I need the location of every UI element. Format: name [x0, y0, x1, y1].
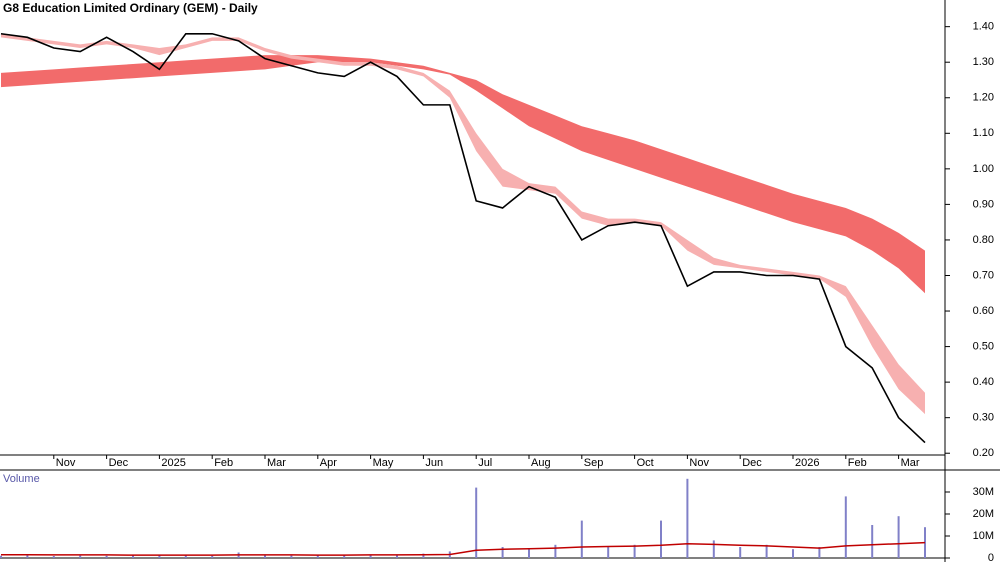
y-tick-label: 1.00 [973, 163, 994, 175]
x-tick-label: Dec [742, 457, 762, 469]
volume-bar [105, 555, 108, 558]
volume-bar [264, 555, 266, 558]
volume-bar [396, 554, 398, 558]
y-tick-label: 1.10 [973, 127, 994, 139]
x-tick-label: Dec [109, 457, 129, 469]
x-tick-label: Mar [901, 457, 920, 469]
y-tick-label: 0.80 [973, 234, 994, 246]
y-tick-label: 1.30 [973, 56, 994, 68]
volume-bar [897, 516, 900, 558]
volume-bar [528, 549, 530, 558]
volume-bar [580, 520, 583, 558]
y-tick-label: 0.70 [973, 269, 994, 281]
x-tick-label: Feb [848, 457, 867, 469]
volume-bar [871, 525, 874, 558]
volume-bar [211, 555, 214, 558]
y-tick-label: 0.90 [973, 198, 994, 210]
volume-title: Volume [3, 473, 40, 485]
y-tick-label: 0.60 [973, 305, 994, 317]
y-tick-label: 1.40 [973, 21, 994, 33]
volume-bar [554, 544, 557, 558]
volume-bar [184, 555, 187, 558]
volume-bar [765, 544, 768, 558]
volume-bar [739, 547, 742, 558]
y-tick-label: 20M [973, 508, 994, 520]
x-tick-label: 2025 [161, 457, 185, 469]
volume-bar [686, 478, 689, 558]
x-tick-label: Oct [637, 457, 654, 469]
y-tick-label: 10M [973, 530, 994, 542]
x-tick-label: Jul [478, 457, 492, 469]
x-tick-label: Mar [267, 457, 286, 469]
x-tick-label: Jun [425, 457, 443, 469]
y-tick-label: 0.30 [973, 412, 994, 424]
volume-bar [712, 540, 715, 558]
x-tick-label: Apr [320, 457, 337, 469]
x-tick-label: Feb [214, 457, 233, 469]
chart-title: G8 Education Limited Ordinary (GEM) - Da… [3, 1, 258, 15]
volume-bar [844, 496, 847, 558]
volume-bar [422, 553, 425, 558]
volume-bar [818, 547, 821, 558]
price-line [0, 32, 926, 444]
x-tick-label: Nov [689, 457, 709, 469]
volume-bar [316, 554, 319, 558]
volume-bar [290, 555, 293, 558]
volume-bar [0, 555, 2, 558]
volume-bar [633, 544, 636, 558]
y-tick-label: 0.20 [973, 447, 994, 459]
volume-bar [660, 520, 662, 558]
volume-bar [501, 547, 504, 558]
volume-bar [158, 554, 161, 558]
volume-bar [52, 556, 55, 558]
y-tick-label: 0 [988, 552, 994, 562]
volume-average [1, 541, 926, 556]
y-tick-label: 0.50 [973, 340, 994, 352]
volume-bar [475, 487, 478, 558]
x-tick-label: Aug [531, 457, 551, 469]
y-tick-label: 1.20 [973, 92, 994, 104]
x-tick-label: Nov [56, 457, 76, 469]
x-tick-label: 2026 [795, 457, 819, 469]
volume-bar [343, 555, 346, 558]
y-tick-label: 30M [973, 486, 994, 498]
volume-bar [792, 549, 794, 558]
volume-bar [132, 555, 134, 558]
x-tick-label: May [373, 457, 394, 469]
band [1, 55, 925, 294]
volume-bar [369, 554, 372, 558]
x-tick-label: Sep [584, 457, 604, 469]
volume-bar [26, 555, 29, 558]
volume-bar [607, 547, 610, 558]
volume-bar [79, 555, 82, 558]
y-tick-label: 0.40 [973, 376, 994, 388]
